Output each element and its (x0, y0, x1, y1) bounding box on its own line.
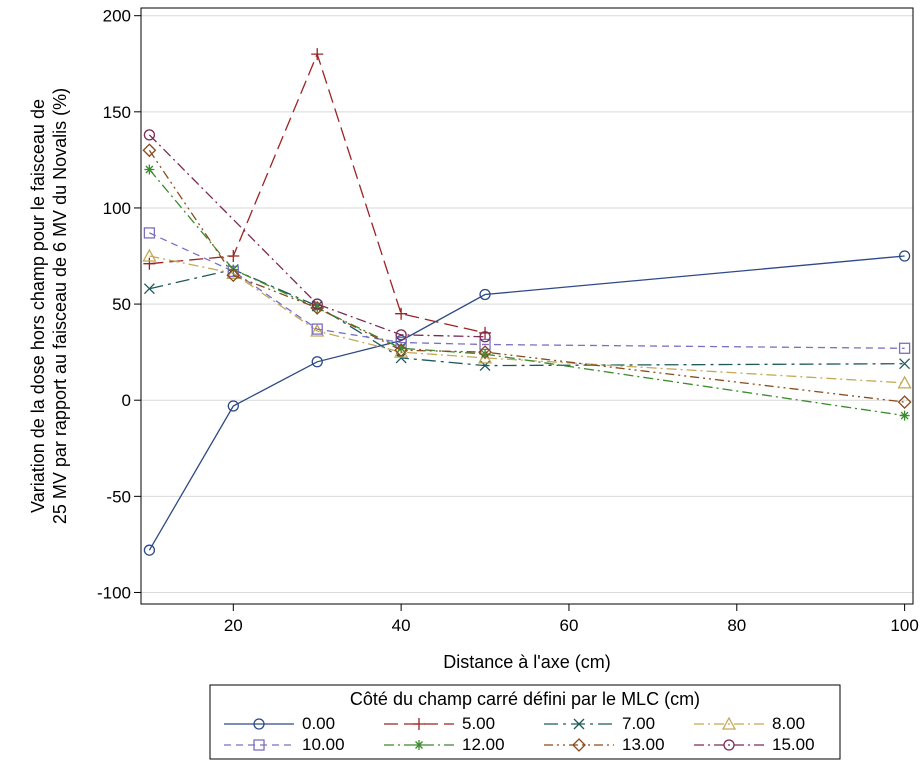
legend-label: 10.00 (302, 735, 345, 754)
y-tick-label: 50 (112, 295, 131, 314)
y-axis: -100 -50 0 50 100 150 200 (97, 7, 141, 603)
data-point (144, 164, 154, 174)
series-13.00 (143, 144, 910, 408)
y-axis-label: Variation de la dose hors champ pour le … (28, 88, 70, 524)
y-tick-label: 200 (103, 7, 131, 26)
data-point (395, 308, 407, 320)
series-line (149, 256, 904, 550)
x-tick-label: 40 (392, 616, 411, 635)
legend-label: 13.00 (622, 735, 665, 754)
series-group (143, 48, 910, 555)
y-axis-label-line-1: Variation de la dose hors champ pour le … (28, 99, 48, 513)
series-line (149, 256, 904, 383)
data-point (413, 718, 425, 730)
legend-title: Côté du champ carré défini par le MLC (c… (350, 689, 700, 709)
data-point (144, 130, 154, 140)
legend-label: 5.00 (462, 714, 495, 733)
legend-item-8.00: 8.00 (694, 714, 805, 733)
data-point (414, 740, 424, 750)
data-point (144, 284, 154, 294)
series-12.00 (144, 164, 909, 420)
plot-frame (141, 8, 913, 604)
grid-lines (141, 16, 913, 593)
x-axis: 20 40 60 80 100 (224, 604, 919, 635)
series-0.00 (144, 251, 909, 555)
legend-item-12.00: 12.00 (384, 735, 505, 754)
legend-item-13.00: 13.00 (544, 735, 665, 754)
y-tick-label: 150 (103, 103, 131, 122)
series-7.00 (144, 264, 909, 370)
data-point (900, 411, 910, 421)
legend-item-10.00: 10.00 (224, 735, 345, 754)
legend: Côté du champ carré défini par le MLC (c… (210, 685, 840, 759)
y-axis-label-line-2: 25 MV par rapport au faisceau de 6 MV du… (50, 88, 70, 524)
legend-item-15.00: 15.00 (694, 735, 815, 754)
legend-label: 8.00 (772, 714, 805, 733)
legend-item-7.00: 7.00 (544, 714, 655, 733)
series-line (149, 54, 485, 333)
legend-label: 7.00 (622, 714, 655, 733)
series-line (149, 150, 904, 402)
x-tick-label: 60 (559, 616, 578, 635)
data-point (899, 396, 911, 408)
series-line (149, 270, 904, 366)
data-point (143, 144, 155, 156)
series-8.00 (143, 250, 910, 388)
y-tick-label: 100 (103, 199, 131, 218)
y-tick-label: -50 (106, 487, 131, 506)
x-tick-label: 100 (890, 616, 918, 635)
legend-item-0.00: 0.00 (224, 714, 335, 733)
y-tick-label: 0 (122, 391, 131, 410)
y-tick-label: -100 (97, 583, 131, 602)
x-axis-label: Distance à l'axe (cm) (443, 652, 610, 672)
legend-label: 15.00 (772, 735, 815, 754)
legend-item-5.00: 5.00 (384, 714, 495, 733)
data-point (900, 343, 910, 353)
x-tick-label: 20 (224, 616, 243, 635)
x-tick-label: 80 (727, 616, 746, 635)
series-5.00 (143, 48, 491, 339)
data-point (311, 48, 323, 60)
data-point (227, 250, 239, 262)
legend-label: 0.00 (302, 714, 335, 733)
data-point (143, 258, 155, 270)
legend-label: 12.00 (462, 735, 505, 754)
legend-items: 0.00 5.00 7.00 8.00 10.00 12.00 13.00 15.00 (224, 714, 815, 754)
series-line (149, 170, 904, 416)
